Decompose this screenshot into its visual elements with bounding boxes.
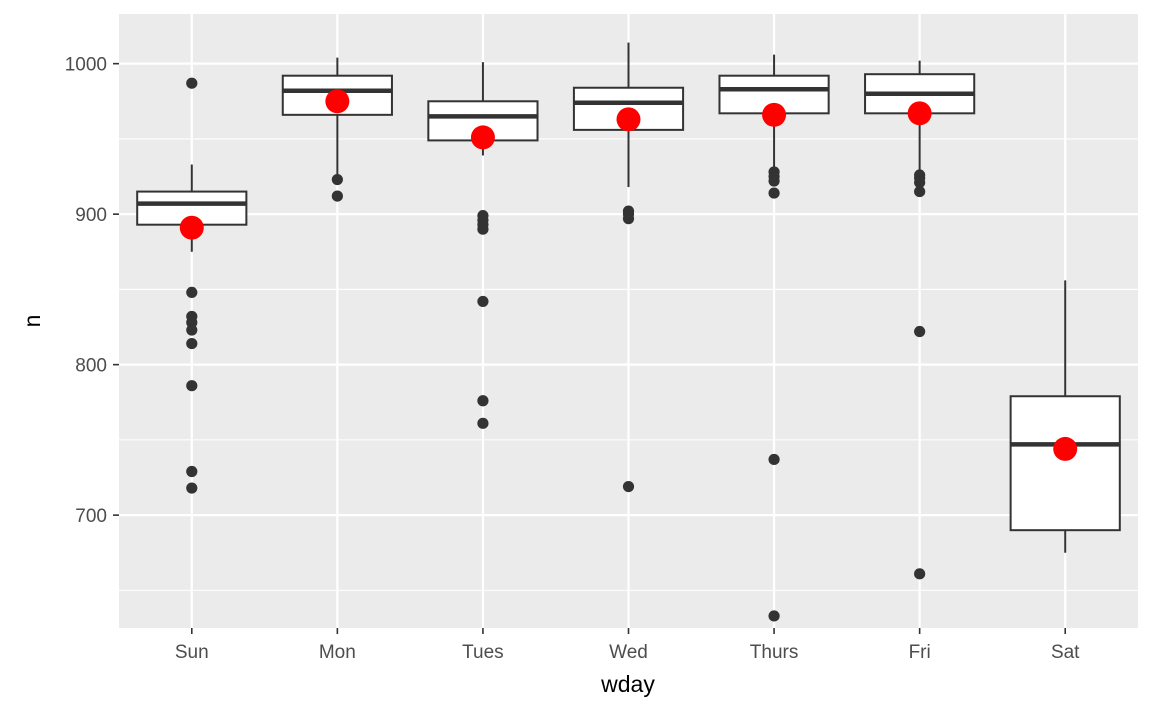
y-axis: 700 800 900 1000 xyxy=(65,55,119,527)
outlier-point xyxy=(477,223,489,235)
box-tues xyxy=(427,62,539,429)
box-thurs xyxy=(718,54,830,622)
outlier-point xyxy=(186,324,198,336)
mean-point xyxy=(907,101,932,126)
outlier-point xyxy=(622,480,635,493)
outlier-point xyxy=(186,286,198,299)
box-mon xyxy=(281,57,393,202)
box-layer xyxy=(136,42,1121,622)
x-tick-label: Wed xyxy=(609,642,648,663)
x-axis-title: wday xyxy=(600,671,655,697)
mean-point xyxy=(179,215,204,240)
x-tick-label: Sun xyxy=(175,642,209,663)
mean-point xyxy=(470,125,495,150)
outlier-point xyxy=(186,337,198,350)
mean-point xyxy=(1053,436,1078,461)
outlier-point xyxy=(186,380,198,392)
outlier-point xyxy=(477,295,489,308)
outlier-point xyxy=(914,325,926,338)
outlier-point xyxy=(186,465,198,478)
outlier-point xyxy=(914,176,926,189)
outlier-point xyxy=(477,395,489,407)
outlier-point xyxy=(768,187,780,199)
x-tick-label: Sat xyxy=(1051,642,1080,663)
x-tick-label: Fri xyxy=(909,642,931,663)
x-tick-label: Thurs xyxy=(750,642,799,663)
y-tick-label: 900 xyxy=(75,205,107,226)
box-iqr xyxy=(1009,395,1121,532)
x-tick-label: Mon xyxy=(319,642,356,663)
outlier-point xyxy=(331,190,343,202)
outlier-point xyxy=(914,185,926,198)
outlier-point xyxy=(914,568,926,580)
outlier-point xyxy=(186,77,198,89)
outlier-point xyxy=(477,417,489,429)
mean-point xyxy=(325,89,350,114)
outlier-point xyxy=(768,610,780,622)
outlier-point xyxy=(331,173,343,186)
outlier-point xyxy=(768,453,780,466)
y-tick-label: 700 xyxy=(75,506,107,527)
x-tick-label: Tues xyxy=(462,642,504,663)
x-axis: Sun Mon Tues Wed Thurs Fri Sat xyxy=(175,628,1080,663)
outlier-point xyxy=(186,482,198,494)
y-tick-label: 800 xyxy=(75,356,107,377)
mean-point xyxy=(762,102,787,127)
y-axis-title: n xyxy=(19,315,45,328)
mean-point xyxy=(616,107,641,132)
outlier-point xyxy=(768,175,780,187)
box-sat xyxy=(1009,280,1121,553)
box-sun xyxy=(136,77,248,494)
outlier-point xyxy=(622,213,635,225)
box-fri xyxy=(864,60,976,580)
box-wed xyxy=(572,42,685,493)
y-tick-label: 1000 xyxy=(65,55,107,76)
